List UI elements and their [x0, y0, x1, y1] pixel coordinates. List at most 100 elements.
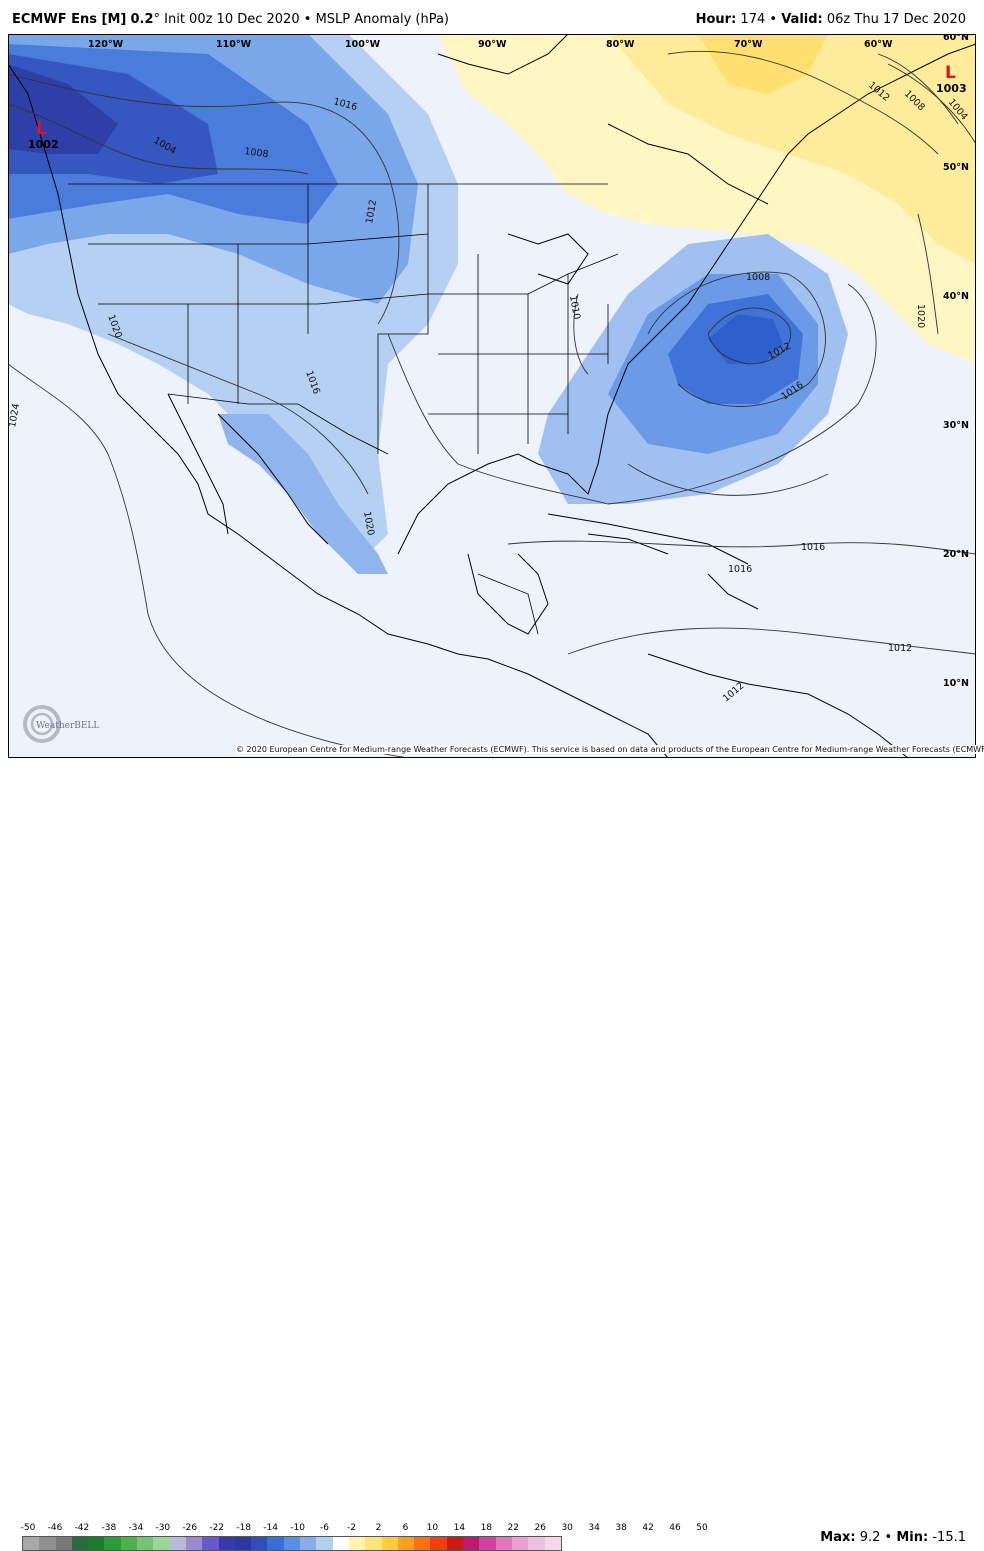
- colorbar-swatch: [511, 1537, 529, 1550]
- colorbar-tick-label: -10: [290, 1523, 305, 1533]
- colorbar-swatch: [267, 1537, 284, 1550]
- colorbar-tick-label: 46: [669, 1523, 681, 1533]
- hour-value: 174: [740, 12, 766, 27]
- coastlines: [8, 34, 976, 758]
- min-value: -15.1: [932, 1530, 966, 1545]
- colorbar-tick-label: 42: [642, 1523, 654, 1533]
- negative-anomaly-west: [8, 34, 458, 554]
- lat-label: 30°N: [943, 420, 969, 431]
- colorbar-swatch: [446, 1537, 464, 1550]
- valid-label: Valid:: [781, 12, 823, 27]
- min-label: Min:: [896, 1530, 929, 1545]
- colorbar-swatch: [71, 1537, 89, 1550]
- max-label: Max:: [820, 1530, 856, 1545]
- logo-text: WeatherBELL: [36, 721, 99, 731]
- isobar-label: 1024: [8, 403, 22, 429]
- lat-label: 10°N: [943, 678, 969, 689]
- bullet: •: [303, 12, 312, 27]
- colorbar: [22, 1536, 562, 1551]
- colorbar-swatch: [365, 1537, 382, 1550]
- colorbar-tick-label: -30: [155, 1523, 171, 1533]
- lon-label: 110°W: [216, 39, 252, 50]
- field-name: MSLP Anomaly (hPa): [315, 12, 450, 27]
- model-resolution: 0.2: [130, 12, 154, 27]
- isobar-label: 1012: [364, 199, 379, 225]
- isobar-label: 1010: [567, 295, 582, 321]
- colorbar-tick-label: 38: [615, 1523, 627, 1533]
- colorbar-tick-label: 34: [588, 1523, 600, 1533]
- colorbar-tick-label: -46: [47, 1523, 63, 1533]
- lon-label: 120°W: [88, 39, 124, 50]
- bullet: •: [884, 1530, 893, 1545]
- isobar-label: 1008: [244, 146, 269, 160]
- colorbar-swatch: [544, 1537, 561, 1550]
- colorbar-swatch: [283, 1537, 301, 1550]
- colorbar-swatch: [23, 1537, 40, 1550]
- colorbar-swatch: [153, 1537, 170, 1550]
- political-borders: [68, 183, 619, 635]
- colorbar-swatch: [202, 1537, 219, 1550]
- colorbar-swatch: [39, 1537, 56, 1550]
- low-value: 1002: [28, 138, 59, 151]
- lon-label: 70°W: [734, 39, 763, 50]
- init-time: Init 00z 10 Dec 2020: [164, 12, 300, 27]
- colorbar-tick-label: -38: [101, 1523, 117, 1533]
- colorbar-swatch: [218, 1537, 235, 1550]
- low-symbol: L: [945, 63, 956, 83]
- colorbar-tick-label: 22: [507, 1523, 519, 1533]
- lon-label: 80°W: [606, 39, 635, 50]
- colorbar-tick-label: -42: [74, 1523, 90, 1533]
- colorbar-swatch: [381, 1537, 398, 1550]
- colorbar-swatch: [430, 1537, 447, 1550]
- colorbar-swatch: [55, 1537, 72, 1550]
- isobar-label: 1012: [888, 643, 912, 654]
- colorbar-tick-label: -2: [347, 1523, 357, 1533]
- map-frame: [8, 34, 976, 758]
- colorbar-swatch: [479, 1537, 496, 1550]
- low-symbol: L: [36, 119, 47, 139]
- footer: -50 -46 -42 -38 -34 -30 -26 -22 -18 -14 -10 -6 -2 2 6 1…: [0, 758, 984, 1551]
- colorbar-swatch: [495, 1537, 512, 1550]
- colorbar-tick-label: 10: [426, 1523, 439, 1533]
- negative-anomaly-mexico: [218, 414, 388, 574]
- colorbar-swatch: [251, 1537, 268, 1550]
- colorbar-swatch: [169, 1537, 186, 1550]
- colorbar-swatch: [104, 1537, 121, 1550]
- colorbar-tick-label: -26: [182, 1523, 198, 1533]
- colorbar-swatch: [234, 1537, 252, 1550]
- colorbar-swatch: [414, 1537, 431, 1550]
- max-min: Max: 9.2 • Min: -15.1: [820, 1530, 966, 1545]
- pressure-centers: L 1002 L 1003: [28, 63, 967, 151]
- bullet: •: [769, 12, 778, 27]
- colorbar-swatch: [528, 1537, 545, 1550]
- lat-label: 20°N: [943, 549, 969, 560]
- lon-label: 90°W: [478, 39, 507, 50]
- colorbar-tick-label: -18: [236, 1523, 252, 1533]
- max-value: 9.2: [859, 1530, 881, 1545]
- degree-symbol: °: [153, 12, 161, 27]
- graticule-labels: 120°W 110°W 100°W 90°W 80°W 70°W 60°W 60…: [88, 34, 969, 689]
- weatherbell-logo: WeatherBELL: [22, 702, 112, 750]
- lon-label: 100°W: [345, 39, 381, 50]
- copyright: © 2020 European Centre for Medium-range …: [236, 745, 984, 754]
- isobars: [8, 50, 976, 758]
- colorbar-tick-label: -22: [209, 1523, 225, 1533]
- colorbar-tick-label: 26: [534, 1523, 546, 1533]
- colorbar-tick-label: -6: [320, 1523, 330, 1533]
- lon-label: 60°W: [864, 39, 893, 50]
- isobar-label: 1008: [746, 272, 770, 283]
- lat-label: 60°N: [943, 34, 969, 43]
- model-name: ECMWF Ens [M]: [12, 12, 127, 27]
- colorbar-tick-label: 2: [375, 1523, 382, 1533]
- map: 120°W 110°W 100°W 90°W 80°W 70°W 60°W 60…: [8, 34, 976, 758]
- isobar-label: 1020: [361, 511, 376, 537]
- colorbar-swatch: [397, 1537, 415, 1550]
- valid-info: Hour: 174 • Valid: 06z Thu 17 Dec 2020: [696, 12, 966, 27]
- colorbar-tick-label: -14: [263, 1523, 278, 1533]
- colorbar-tick-label: -34: [128, 1523, 144, 1533]
- colorbar-swatch: [463, 1537, 480, 1550]
- lat-label: 40°N: [943, 291, 969, 302]
- colorbar-swatch: [137, 1537, 154, 1550]
- valid-value: 06z Thu 17 Dec 2020: [826, 12, 966, 27]
- colorbar-swatch: [300, 1537, 317, 1550]
